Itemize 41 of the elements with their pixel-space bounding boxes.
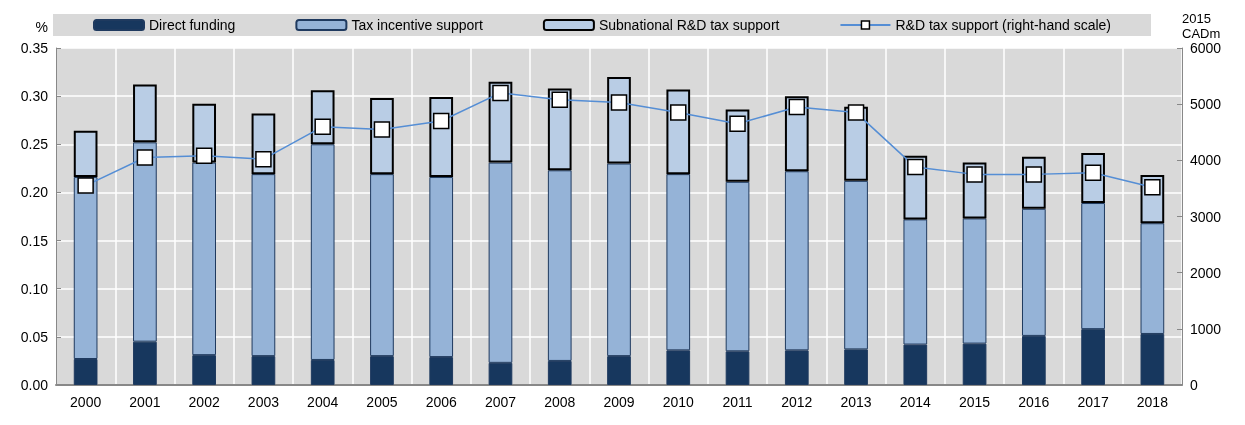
x-tick-label: 2016 — [1018, 394, 1050, 410]
x-tick-label: 2011 — [722, 394, 753, 410]
x-tick-label: 2015 — [959, 394, 991, 410]
x-tick-label: 2017 — [1077, 394, 1109, 410]
y-tick-label: 0.25 — [20, 136, 49, 153]
x-tick-label: 2012 — [781, 394, 813, 410]
y2-tick-label: 4000 — [1190, 152, 1222, 169]
y-tick-label: 0.00 — [20, 377, 49, 393]
x-tick-label: 2004 — [307, 394, 339, 410]
x-tick-label: 2014 — [899, 394, 932, 410]
y-tick-label: 0.15 — [20, 232, 49, 249]
legend-label: Tax incentive support — [351, 17, 484, 33]
x-tick-label: 2007 — [484, 394, 517, 410]
x-tick-label: 2005 — [366, 394, 398, 410]
legend-label: Direct funding — [149, 17, 236, 33]
legend-label: R&D tax support (right-hand scale) — [895, 17, 1111, 33]
y-axis-title: % — [35, 19, 48, 35]
x-tick-label: 2008 — [544, 394, 576, 410]
y-tick-label: 0.30 — [20, 88, 49, 105]
y2-tick-label: 0 — [1190, 377, 1198, 393]
y-tick-label: 0.35 — [20, 40, 49, 56]
y2-tick-label: 2000 — [1190, 264, 1222, 281]
x-tick-label: 2000 — [70, 394, 102, 410]
x-tick-label: 2001 — [129, 394, 161, 410]
x-tick-label: 2013 — [840, 394, 872, 410]
x-tick-label: 2006 — [425, 394, 457, 410]
y-tick-label: 0.20 — [20, 184, 49, 201]
x-tick-label: 2010 — [662, 394, 695, 410]
x-tick-label: 2018 — [1136, 394, 1169, 410]
x-tick-label: 2002 — [188, 394, 220, 410]
y-tick-label: 0.05 — [20, 328, 49, 345]
legend-label: Subnational R&D tax support — [598, 17, 780, 33]
y2-tick-label: 6000 — [1190, 40, 1222, 56]
x-tick-label: 2003 — [247, 394, 280, 410]
y2-axis-title: 2015 CADm — [1182, 11, 1221, 42]
bar — [133, 84, 157, 143]
y2-tick-label: 3000 — [1190, 208, 1222, 225]
y2-tick-label: 5000 — [1190, 96, 1222, 113]
x-tick-label: 2009 — [603, 394, 635, 410]
y-tick-label: 0.10 — [20, 280, 49, 297]
y2-tick-label: 1000 — [1190, 320, 1222, 337]
